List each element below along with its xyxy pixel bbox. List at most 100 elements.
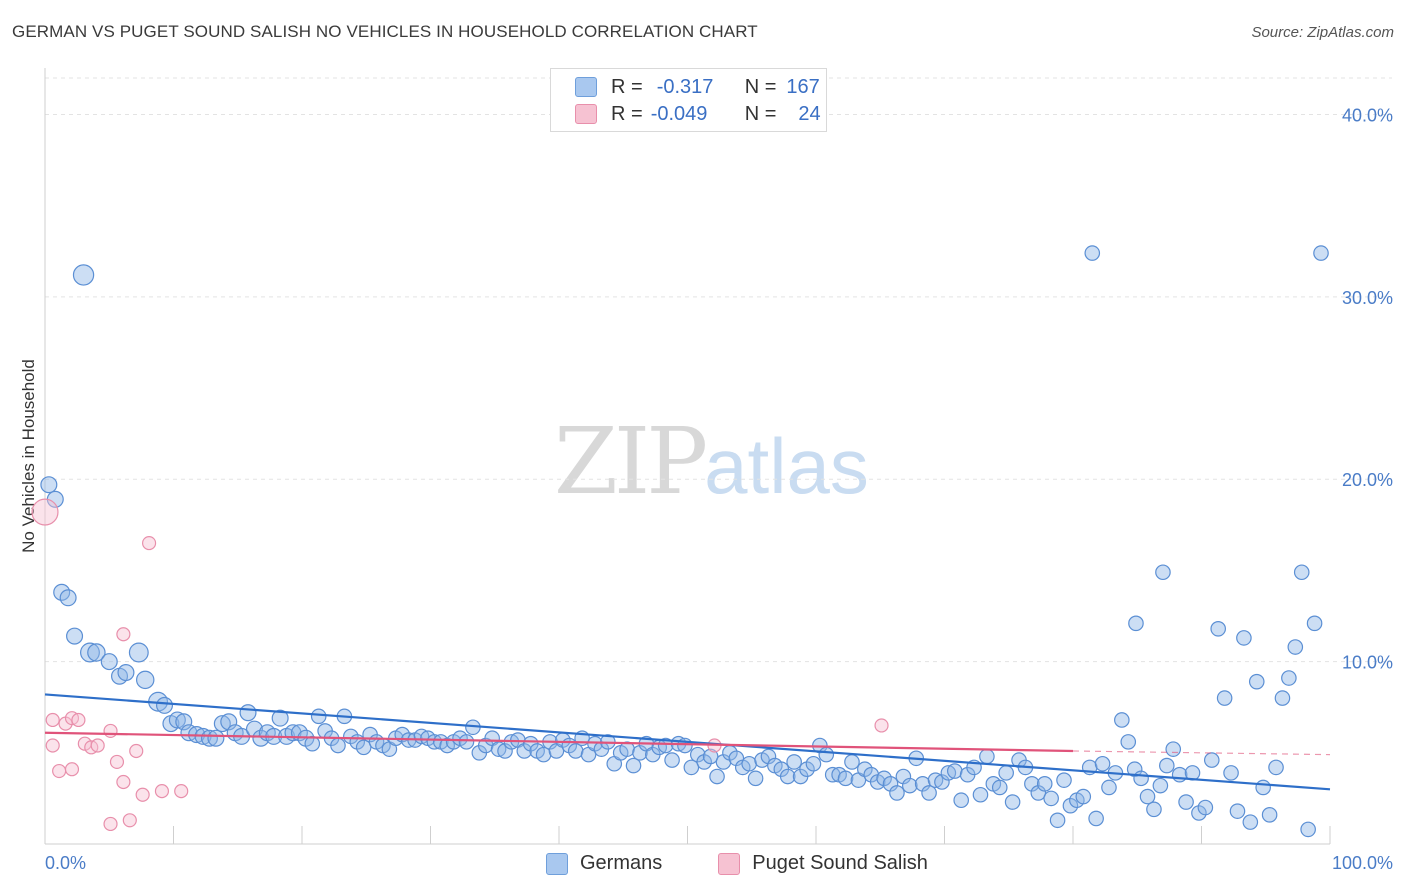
- salish-point: [116, 774, 131, 790]
- watermark-atlas: atlas: [704, 422, 869, 510]
- germans-point: [128, 642, 149, 663]
- salish-trend-extension: [1072, 750, 1331, 756]
- grid: [45, 77, 1392, 663]
- germans-point: [1216, 690, 1233, 706]
- salish-point: [71, 712, 86, 728]
- legend-r-value: -0.049: [650, 102, 708, 125]
- germans-trend-line: [44, 693, 1331, 791]
- salish-point: [129, 743, 144, 759]
- germans-point: [72, 264, 95, 286]
- bottom-legend-germans: Germans: [546, 852, 662, 875]
- germans-point: [1236, 630, 1252, 646]
- germans-point: [741, 755, 757, 772]
- germans-point: [991, 779, 1008, 796]
- legend-swatch-salish: [575, 104, 597, 124]
- germans-point: [1313, 245, 1329, 261]
- germans-point: [458, 734, 475, 750]
- y-tick-label: 30.0%: [1342, 288, 1393, 308]
- germans-point: [1159, 757, 1175, 774]
- x-tick-label: 0.0%: [45, 853, 86, 873]
- germans-point: [239, 704, 257, 722]
- germans-point: [1139, 788, 1156, 805]
- germans-point: [1306, 615, 1323, 632]
- germans-point: [1248, 673, 1265, 690]
- bottom-legend-swatch-germans: [546, 852, 568, 875]
- germans-point: [1004, 794, 1021, 810]
- y-tick-label: 20.0%: [1342, 470, 1393, 490]
- germans-point: [1171, 766, 1188, 783]
- watermark-zip: ZIP: [554, 408, 708, 515]
- trend-lines: [44, 693, 1331, 791]
- salish-point: [122, 813, 137, 828]
- germans-point: [567, 743, 584, 759]
- salish-point: [116, 627, 131, 642]
- salish-point: [109, 754, 125, 770]
- salish-point: [52, 763, 67, 779]
- germans-point: [779, 768, 796, 785]
- germans-point: [135, 670, 155, 690]
- germans-point: [1293, 564, 1310, 581]
- legend-r-label: R =: [611, 75, 643, 98]
- germans-point: [310, 708, 327, 725]
- germans-point: [1155, 564, 1171, 581]
- chart-title: GERMAN VS PUGET SOUND SALISH NO VEHICLES…: [12, 22, 758, 41]
- germans-point: [1242, 814, 1259, 830]
- legend-swatch-germans: [575, 77, 597, 97]
- germans-point: [844, 754, 860, 770]
- watermark: ZIPatlas: [554, 408, 869, 515]
- germans-point: [664, 752, 680, 768]
- legend-r-label: R =: [611, 102, 643, 125]
- legend-n-label: N =: [744, 75, 777, 98]
- y-axis-label: No Vehicles in Household: [19, 359, 38, 553]
- germans-point: [1146, 801, 1162, 818]
- salish-point: [103, 816, 118, 832]
- germans-point: [1094, 755, 1111, 772]
- germans-point: [155, 696, 174, 714]
- germans-point: [1049, 812, 1066, 829]
- germans-point: [1101, 779, 1117, 796]
- germans-point: [1287, 639, 1304, 655]
- germans-point: [59, 589, 77, 607]
- germans-point: [117, 664, 135, 682]
- salish-trend-line: [44, 731, 1074, 753]
- germans-point: [1274, 690, 1291, 706]
- germans-point: [1043, 790, 1059, 807]
- germans-point: [683, 759, 700, 776]
- germans-point: [1075, 788, 1092, 805]
- germans-point: [1229, 803, 1246, 819]
- germans-point: [953, 792, 970, 809]
- salish-point: [135, 787, 150, 802]
- germans-point: [1133, 770, 1149, 787]
- germans-point: [1056, 772, 1072, 788]
- germans-point: [1197, 799, 1214, 816]
- bottom-legend-swatch-salish: [718, 852, 741, 875]
- x-tick-label: 100.0%: [1332, 853, 1393, 873]
- germans-point: [889, 785, 905, 801]
- y-tick-label: 10.0%: [1342, 653, 1393, 673]
- germans-point: [972, 786, 989, 803]
- bottom-legend-salish: Puget Sound Salish: [718, 852, 928, 875]
- germans-point: [657, 737, 674, 754]
- salish-point: [90, 738, 105, 753]
- bottom-legend: Germans Puget Sound Salish: [546, 852, 964, 875]
- germans-point: [87, 643, 106, 662]
- germans-point: [902, 777, 918, 794]
- x-tick-labels: 0.0% 100.0%: [45, 853, 1393, 873]
- legend-row-salish: R = -0.049 N = 24: [575, 100, 821, 128]
- legend-n-label: N =: [744, 102, 777, 125]
- germans-point: [1300, 821, 1316, 838]
- salish-point: [103, 723, 118, 739]
- germans-point: [1084, 245, 1101, 261]
- germans-point: [805, 755, 822, 772]
- legend-row-germans: R = -0.317 N = 167: [575, 73, 820, 101]
- salish-point: [874, 718, 889, 733]
- germans-point: [1036, 776, 1053, 792]
- germans-point: [837, 770, 854, 787]
- germans-point: [1255, 779, 1271, 796]
- germans-point: [100, 653, 118, 671]
- salish-point: [142, 535, 157, 551]
- germans-point: [330, 737, 346, 754]
- legend-r-value: -0.317: [656, 75, 714, 98]
- legend-n-value: 24: [798, 102, 821, 125]
